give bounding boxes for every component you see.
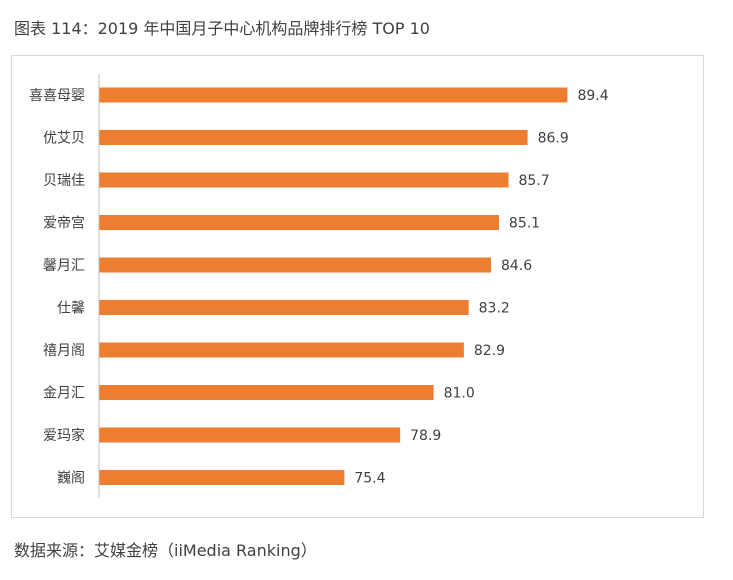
category-label: 金月汇 bbox=[43, 386, 85, 402]
figure-title: 图表 114：2019 年中国月子中心机构品牌排行榜 TOP 10 bbox=[14, 19, 430, 38]
chart-frame bbox=[11, 55, 704, 518]
bar bbox=[99, 427, 401, 443]
category-label: 仕馨 bbox=[57, 301, 85, 317]
bar bbox=[99, 215, 499, 230]
value-label: 89.4 bbox=[577, 88, 608, 104]
bar bbox=[99, 257, 491, 273]
category-label: 贝瑞佳 bbox=[43, 173, 85, 189]
value-label: 86.9 bbox=[538, 131, 569, 147]
category-label: 爱帝宫 bbox=[43, 216, 85, 232]
value-label: 82.9 bbox=[474, 343, 505, 359]
value-label: 85.7 bbox=[518, 173, 549, 189]
bar-series: 喜喜母婴 89.4 优艾贝 86.9 贝瑞佳 85.7 爱帝宫 85.1 馨月汇 84.6 仕馨 83… bbox=[29, 87, 609, 487]
value-label: 75.4 bbox=[354, 471, 385, 487]
bar bbox=[99, 172, 509, 188]
category-label: 巍阁 bbox=[57, 471, 85, 487]
value-label: 81.0 bbox=[444, 386, 475, 402]
bar bbox=[99, 87, 568, 103]
value-label: 78.9 bbox=[410, 428, 441, 444]
bar bbox=[99, 470, 345, 485]
category-label: 优艾贝 bbox=[43, 131, 85, 147]
value-label: 83.2 bbox=[479, 301, 510, 317]
value-label: 85.1 bbox=[509, 216, 540, 232]
bar bbox=[99, 130, 528, 145]
value-label: 84.6 bbox=[501, 258, 532, 274]
category-label: 爱玛家 bbox=[43, 427, 85, 444]
category-label: 馨月汇 bbox=[43, 258, 85, 274]
source-note: 数据来源：艾媒金榜（iiMedia Ranking） bbox=[14, 541, 317, 560]
bar bbox=[99, 342, 464, 358]
bar bbox=[99, 385, 434, 400]
category-label: 喜喜母婴 bbox=[29, 88, 85, 104]
bar bbox=[99, 300, 469, 315]
category-label: 禧月阁 bbox=[43, 343, 85, 359]
